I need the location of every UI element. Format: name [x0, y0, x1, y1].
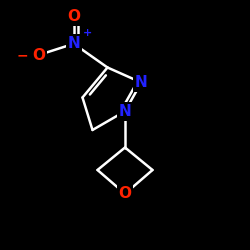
- Text: N: N: [68, 36, 80, 51]
- Text: O: O: [67, 9, 80, 24]
- Text: O: O: [118, 186, 132, 201]
- Text: N: N: [135, 75, 147, 90]
- Text: O: O: [32, 48, 45, 62]
- Text: +: +: [83, 28, 92, 38]
- Text: −: −: [17, 48, 28, 62]
- Text: N: N: [119, 104, 132, 119]
